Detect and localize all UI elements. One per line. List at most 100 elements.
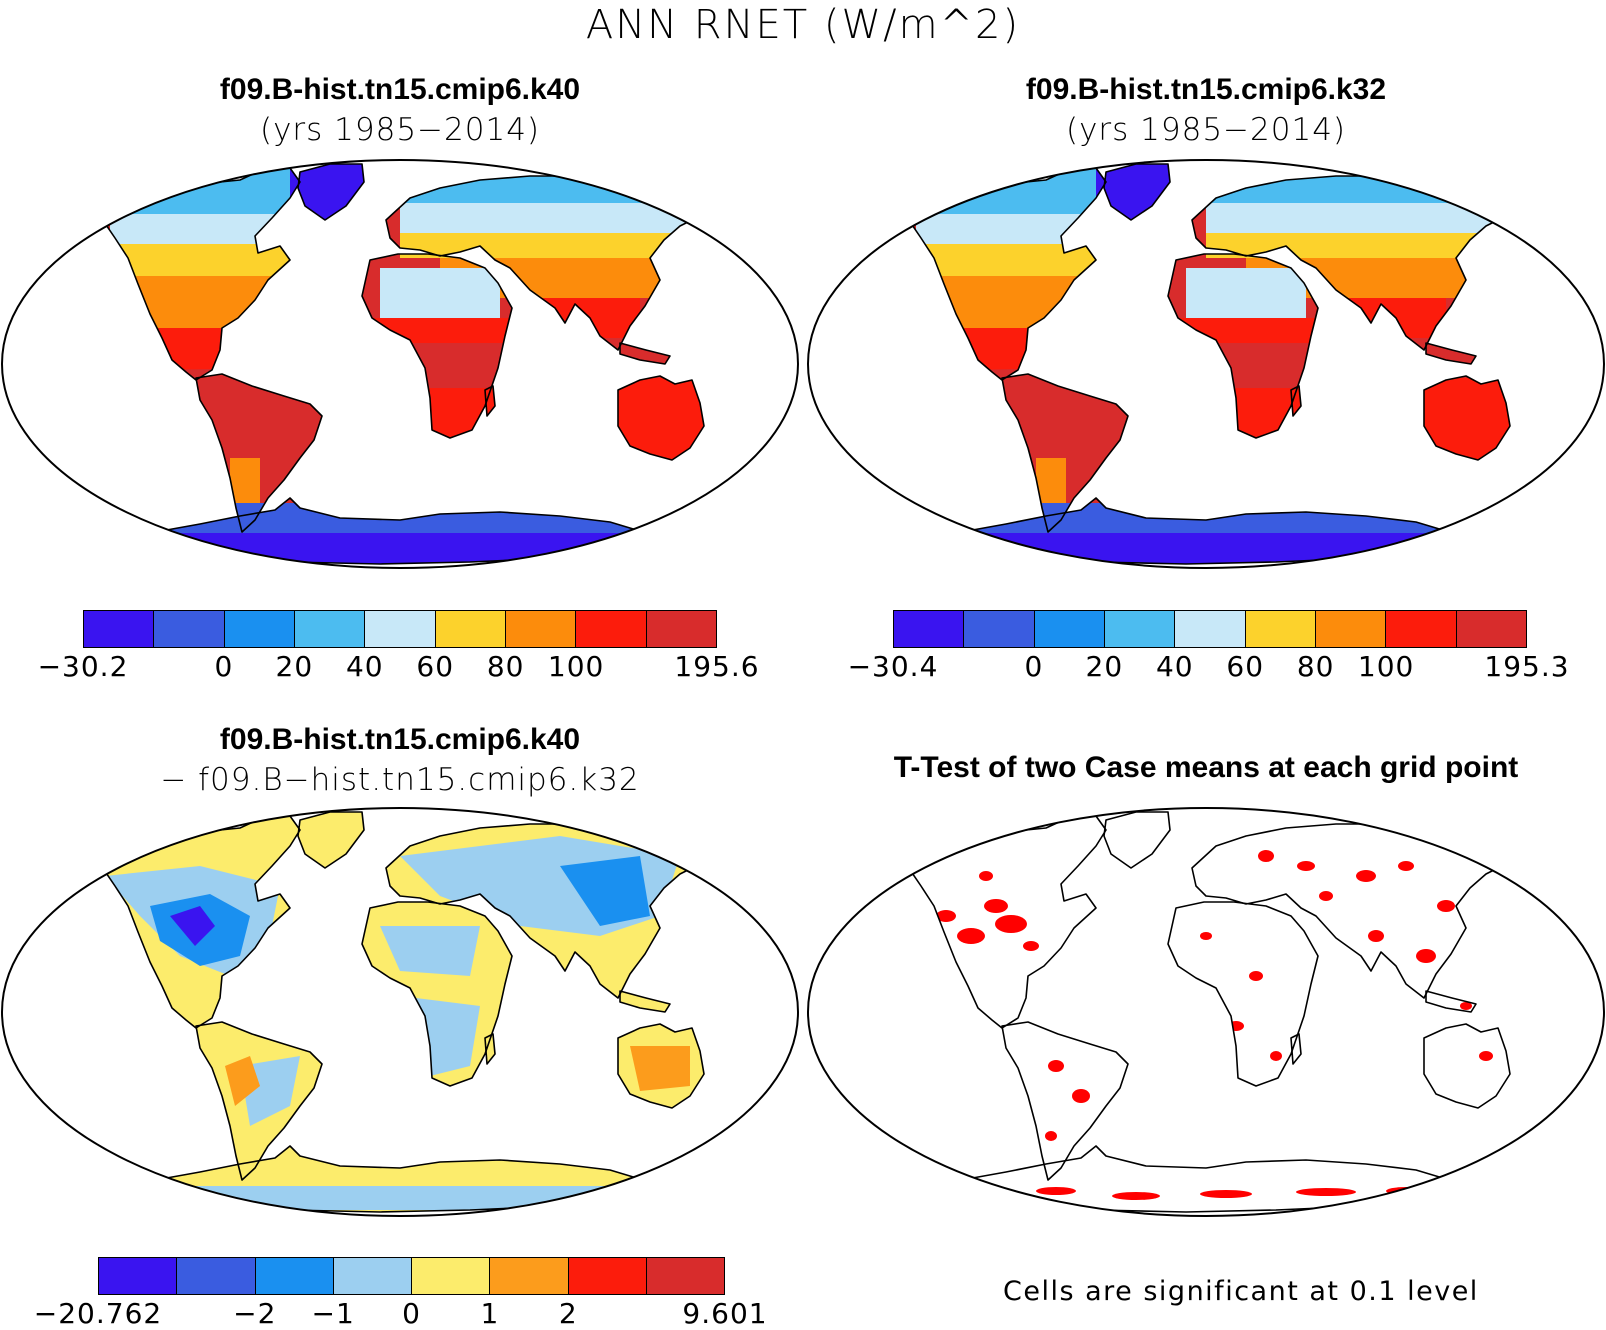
globe-border (1, 159, 799, 569)
coastline-south-america (195, 1021, 323, 1181)
colorbar-swatch (294, 611, 366, 647)
figure-title: ANN RNET (W/m^2) (585, 2, 1021, 48)
case1-subtitle: (yrs 1985−2014) (259, 112, 541, 148)
coastline-madagascar (1290, 1033, 1302, 1065)
case1-title: f09.B-hist.tn15.cmip6.k40 (219, 73, 581, 106)
colorbar-swatch (646, 1258, 724, 1294)
coastline-indonesia (619, 342, 671, 365)
diff-subtitle: − f09.B−hist.tn15.cmip6.k32 (160, 762, 640, 798)
significant-cell (1023, 941, 1039, 951)
colorbar-swatch (1245, 611, 1316, 647)
colorbar-label: 20 (1085, 650, 1124, 683)
diff-colorbar (98, 1257, 725, 1295)
significant-cell (1398, 861, 1414, 871)
coastline-south-america (195, 373, 323, 533)
diff-map (1, 807, 799, 1217)
colorbar-label: 0 (214, 650, 234, 683)
value-zone (380, 268, 500, 318)
colorbar-label: 195.6 (674, 650, 760, 683)
case2-subtitle: (yrs 1985−2014) (1065, 112, 1347, 148)
colorbar-swatch (255, 1258, 334, 1294)
colorbar-label: 80 (1296, 650, 1335, 683)
colorbar-swatch (490, 1258, 569, 1294)
colorbar-label: −1 (311, 1297, 355, 1330)
colorbar-label: 2 (558, 1297, 578, 1330)
colorbar-label: −30.2 (37, 650, 129, 683)
significant-cell (1297, 861, 1315, 871)
coastline-antarctica (149, 497, 651, 565)
case2-map (807, 159, 1605, 569)
coastline-madagascar (484, 1033, 496, 1065)
value-zone (906, 168, 1106, 214)
coastline-australia (617, 375, 705, 461)
value-zone (926, 238, 1096, 276)
significant-cell (936, 910, 956, 922)
value-zone (916, 208, 1106, 244)
significant-cell (1296, 1188, 1356, 1196)
colorbar-label: −20.762 (33, 1297, 163, 1330)
diff-title: f09.B-hist.tn15.cmip6.k40 (219, 723, 581, 756)
significant-cell (1479, 1051, 1493, 1061)
significant-cell (1048, 1060, 1064, 1072)
ttest-map (807, 807, 1605, 1217)
value-zone (120, 238, 290, 276)
significant-cell (1319, 891, 1333, 901)
significant-cell (1249, 971, 1263, 981)
coastline-greenland (1103, 811, 1171, 869)
colorbar-label: 100 (1357, 650, 1415, 683)
colorbar-swatch (576, 611, 647, 647)
colorbar-swatch (646, 611, 716, 647)
coastline-south-america (1001, 373, 1129, 533)
value-zone (400, 198, 700, 233)
ttest-title: T-Test of two Case means at each grid po… (893, 751, 1519, 784)
colorbar-swatch (412, 1258, 491, 1294)
colorbar-swatch (1034, 611, 1105, 647)
significance-note: Cells are significant at 0.1 level (1003, 1276, 1479, 1307)
globe-border (1, 807, 799, 1217)
coastline-greenland (297, 163, 365, 221)
colorbar-swatch (365, 611, 436, 647)
significant-cell (1368, 930, 1384, 942)
colorbar-label: 9.601 (682, 1297, 768, 1330)
value-zone (615, 378, 704, 468)
coastline-antarctica (955, 497, 1457, 565)
value-zone (1206, 198, 1506, 233)
significant-cell (957, 928, 985, 944)
colorbar-label: 40 (345, 650, 384, 683)
significant-cell (995, 915, 1027, 933)
case1-map (1, 159, 799, 569)
coastline-africa (1167, 901, 1319, 1087)
colorbar-swatch (505, 611, 577, 647)
colorbar-swatch (154, 611, 225, 647)
coastline-madagascar (484, 385, 496, 417)
colorbar-swatch (224, 611, 295, 647)
colorbar-label: 60 (1226, 650, 1265, 683)
significant-cell (1437, 900, 1455, 912)
colorbar-swatch (84, 611, 155, 647)
colorbar-label: 20 (275, 650, 314, 683)
value-zone (1421, 378, 1510, 468)
value-zone (1186, 268, 1306, 318)
colorbar-label: 0 (402, 1297, 421, 1330)
coastline-madagascar (1290, 385, 1302, 417)
colorbar-swatch (1104, 611, 1176, 647)
colorbar-label: −2 (233, 1297, 277, 1330)
colorbar-label: 195.3 (1484, 650, 1570, 683)
significant-cell (979, 871, 993, 881)
value-zone (170, 1186, 640, 1210)
colorbar-swatch (1175, 611, 1246, 647)
colorbar-label: 1 (480, 1297, 500, 1330)
coastline-africa (361, 901, 513, 1087)
significant-cell (1356, 870, 1376, 882)
case2-title: f09.B-hist.tn15.cmip6.k32 (1025, 73, 1387, 106)
colorbar-swatch (99, 1258, 178, 1294)
colorbar-label: 0 (1024, 650, 1044, 683)
coastline-indonesia (1425, 990, 1477, 1013)
colorbar-swatch (568, 1258, 647, 1294)
significant-cell (1036, 1187, 1076, 1195)
significant-cell (1460, 1002, 1472, 1010)
colorbar-swatch (435, 611, 506, 647)
coastline-antarctica (955, 1145, 1457, 1213)
coastline-australia (617, 1023, 705, 1109)
colorbar-label: 60 (416, 650, 455, 683)
